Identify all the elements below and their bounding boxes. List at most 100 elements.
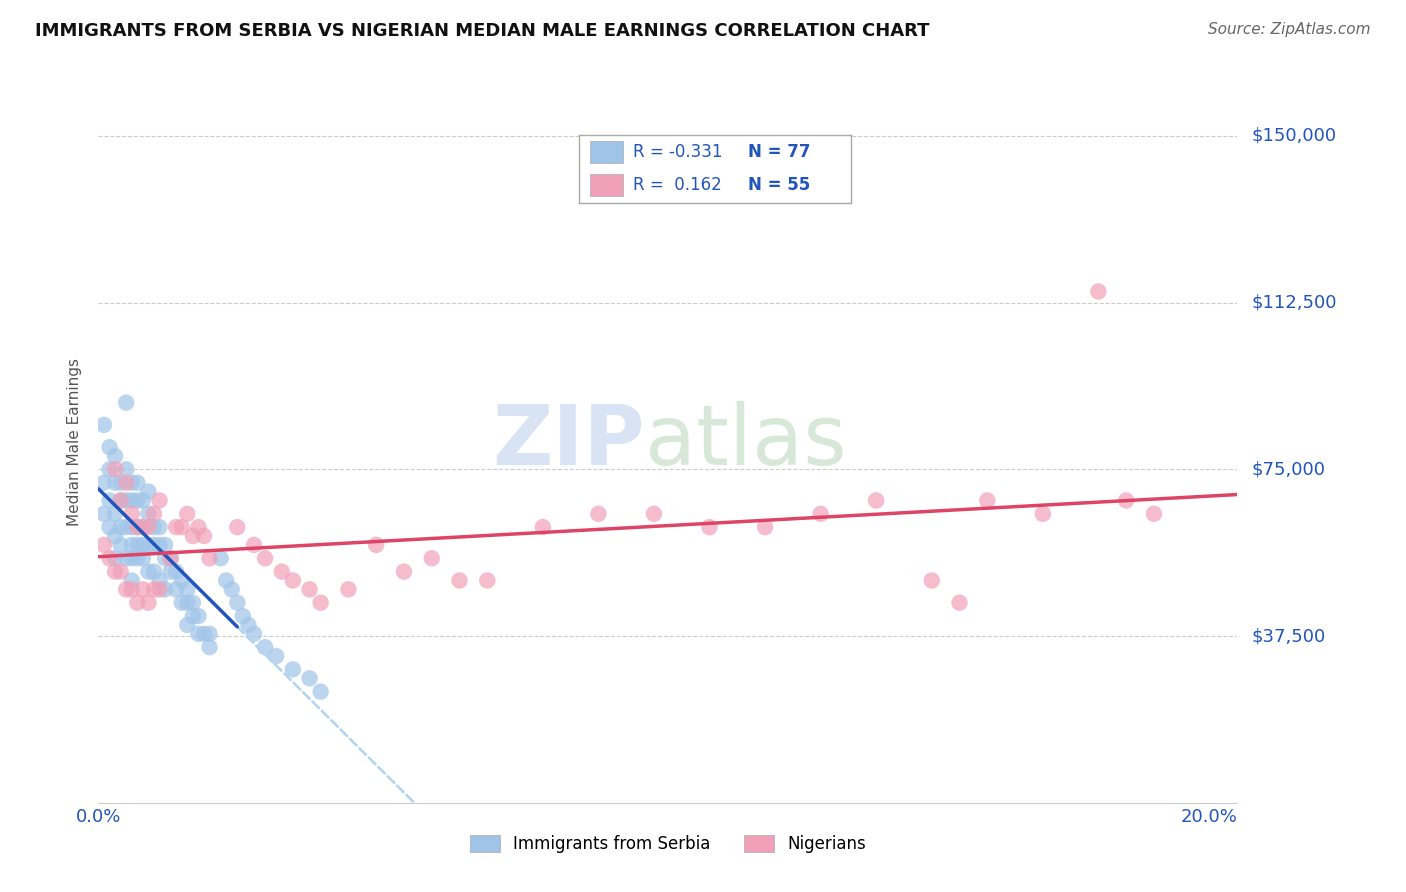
- Point: [187, 609, 209, 624]
- Point: [165, 565, 187, 579]
- Text: R =  0.162: R = 0.162: [633, 177, 723, 194]
- Point: [93, 538, 115, 552]
- Text: atlas: atlas: [645, 401, 846, 482]
- Point: [165, 520, 187, 534]
- Point: [93, 507, 115, 521]
- Point: [138, 484, 160, 499]
- Point: [143, 565, 166, 579]
- Point: [115, 551, 138, 566]
- Text: $75,000: $75,000: [1251, 460, 1326, 478]
- Text: $150,000: $150,000: [1251, 127, 1336, 145]
- Point: [127, 538, 149, 552]
- Text: R = -0.331: R = -0.331: [633, 144, 723, 161]
- Point: [193, 529, 215, 543]
- Point: [449, 574, 471, 588]
- Point: [132, 493, 155, 508]
- Point: [104, 449, 127, 463]
- Point: [104, 551, 127, 566]
- Point: [98, 462, 121, 476]
- Point: [132, 551, 155, 566]
- Point: [143, 538, 166, 552]
- Point: [104, 475, 127, 490]
- Point: [115, 475, 138, 490]
- Point: [298, 582, 321, 597]
- Point: [153, 551, 176, 566]
- Point: [699, 520, 721, 534]
- Point: [159, 565, 181, 579]
- Point: [127, 520, 149, 534]
- Point: [148, 582, 170, 597]
- Point: [110, 565, 132, 579]
- Point: [209, 551, 232, 566]
- Point: [115, 462, 138, 476]
- Point: [121, 507, 143, 521]
- Point: [127, 551, 149, 566]
- Point: [181, 529, 204, 543]
- Point: [143, 582, 166, 597]
- Point: [127, 475, 149, 490]
- Point: [810, 507, 832, 521]
- Y-axis label: Median Male Earnings: Median Male Earnings: [67, 358, 83, 525]
- Point: [170, 520, 193, 534]
- Point: [226, 596, 249, 610]
- Point: [298, 671, 321, 685]
- Point: [264, 649, 287, 664]
- Point: [127, 596, 149, 610]
- Point: [143, 520, 166, 534]
- Point: [309, 596, 332, 610]
- Point: [121, 475, 143, 490]
- Point: [121, 551, 143, 566]
- Point: [153, 538, 176, 552]
- Point: [531, 520, 554, 534]
- Point: [98, 520, 121, 534]
- Point: [181, 596, 204, 610]
- Point: [309, 684, 332, 698]
- Point: [198, 551, 221, 566]
- Legend: Immigrants from Serbia, Nigerians: Immigrants from Serbia, Nigerians: [463, 828, 873, 860]
- Point: [148, 538, 170, 552]
- Point: [115, 582, 138, 597]
- Point: [193, 627, 215, 641]
- Point: [104, 529, 127, 543]
- Point: [98, 440, 121, 454]
- Point: [176, 582, 198, 597]
- Point: [198, 640, 221, 655]
- Text: N = 55: N = 55: [748, 177, 810, 194]
- Point: [165, 582, 187, 597]
- Point: [176, 507, 198, 521]
- Point: [115, 520, 138, 534]
- Point: [153, 582, 176, 597]
- Bar: [591, 174, 623, 196]
- Point: [127, 493, 149, 508]
- Point: [110, 520, 132, 534]
- Point: [143, 507, 166, 521]
- Point: [865, 493, 887, 508]
- Point: [148, 574, 170, 588]
- Point: [187, 627, 209, 641]
- Point: [148, 493, 170, 508]
- Point: [176, 596, 198, 610]
- Point: [366, 538, 388, 552]
- Point: [121, 574, 143, 588]
- Point: [477, 574, 499, 588]
- Point: [115, 493, 138, 508]
- Point: [132, 520, 155, 534]
- Point: [243, 538, 266, 552]
- Point: [127, 520, 149, 534]
- Point: [392, 565, 415, 579]
- Point: [754, 520, 776, 534]
- Text: $112,500: $112,500: [1251, 293, 1337, 311]
- Point: [198, 627, 221, 641]
- Point: [1143, 507, 1166, 521]
- Point: [238, 618, 260, 632]
- Point: [138, 507, 160, 521]
- Point: [254, 640, 277, 655]
- Text: ZIP: ZIP: [492, 401, 645, 482]
- Point: [110, 475, 132, 490]
- Point: [93, 417, 115, 432]
- Point: [226, 520, 249, 534]
- Point: [132, 538, 155, 552]
- Point: [170, 574, 193, 588]
- Point: [98, 493, 121, 508]
- Point: [270, 565, 292, 579]
